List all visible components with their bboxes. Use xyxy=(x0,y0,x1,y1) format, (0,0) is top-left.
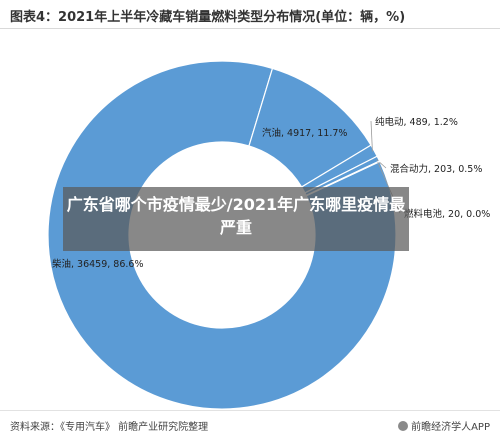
brand: 前瞻经济学人APP xyxy=(398,418,490,433)
slice-diesel xyxy=(47,60,397,410)
title-divider xyxy=(0,28,500,29)
brand-logo-icon xyxy=(398,421,409,431)
headline-banner xyxy=(63,187,409,251)
headline-text: 广东省哪个市疫情最少/2021年广东哪里疫情最严重 xyxy=(66,195,406,237)
data-label-gasoline: 汽油, 4917, 11.7% xyxy=(262,127,347,139)
leader-line-hybrid xyxy=(376,159,387,169)
donut-chart: 柴油, 36459, 86.6% 汽油, 4917, 11.7% 纯电动, 489,… xyxy=(47,60,490,410)
footer: 资料来源：《专用汽车》 前瞻产业研究院整理 前瞻经济学人APP xyxy=(0,410,500,439)
chart-title: 图表4：2021年上半年冷藏车销量燃料类型分布情况(单位：辆，%) xyxy=(10,10,406,25)
leader-line-electric xyxy=(370,120,373,152)
data-label-diesel: 柴油, 36459, 86.6% xyxy=(52,258,143,270)
data-label-fuel-cell: 燃料电池, 20, 0.0% xyxy=(404,208,490,220)
data-label-electric: 纯电动, 489, 1.2% xyxy=(375,116,458,128)
brand-label: 前瞻经济学人APP xyxy=(411,422,490,433)
source-note: 资料来源：《专用汽车》 前瞻产业研究院整理 xyxy=(10,422,209,433)
data-label-hybrid: 混合动力, 203, 0.5% xyxy=(390,163,482,175)
